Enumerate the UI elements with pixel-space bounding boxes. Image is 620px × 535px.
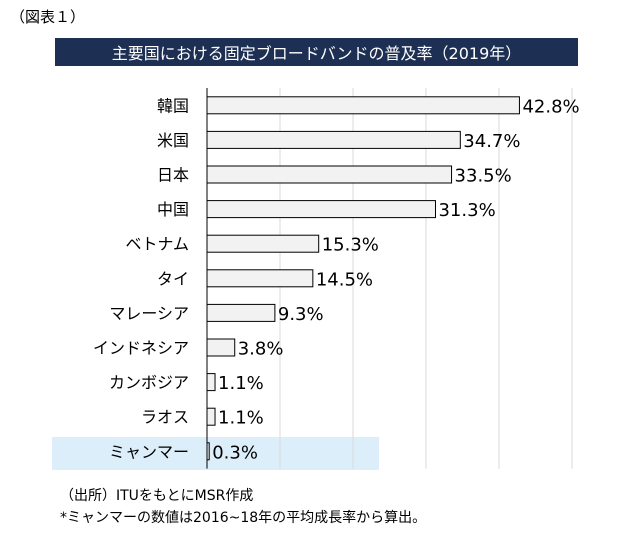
value-label: 1.1%	[218, 408, 264, 429]
chart-title: 主要国における固定ブロードバンドの普及率（2019年）	[111, 44, 522, 63]
category-label: 中国	[157, 200, 189, 219]
category-label: ベトナム	[125, 235, 189, 254]
bar	[206, 303, 276, 322]
bar	[206, 200, 436, 219]
bar	[206, 96, 520, 115]
bar	[206, 407, 216, 426]
category-label: 日本	[157, 166, 189, 185]
value-label: 1.1%	[218, 373, 264, 394]
bar	[206, 442, 210, 461]
value-label: 3.8%	[238, 339, 284, 360]
value-label: 0.3%	[212, 442, 258, 463]
source-note: （出所）ITUをもとにMSR作成	[60, 488, 254, 504]
value-label: 31.3%	[438, 200, 495, 221]
category-label: インドネシア	[93, 339, 189, 358]
category-label: 韓国	[157, 96, 189, 115]
bar	[206, 165, 453, 184]
figure-label: （図表１）	[10, 8, 86, 26]
bar	[206, 269, 314, 288]
chart-title-bar: 主要国における固定ブロードバンドの普及率（2019年）	[55, 38, 578, 66]
category-label: ラオス	[141, 408, 189, 427]
bar	[206, 338, 236, 357]
value-label: 42.8%	[522, 96, 579, 117]
value-label: 15.3%	[322, 235, 379, 256]
footnote: *ミャンマーの数値は2016~18年の平均成長率から算出。	[60, 510, 427, 526]
category-label: 米国	[157, 131, 189, 150]
category-label: タイ	[157, 269, 189, 288]
highlight-row-myanmar	[52, 437, 379, 470]
value-label: 9.3%	[278, 304, 324, 325]
category-label: マレーシア	[109, 304, 189, 323]
value-label: 14.5%	[316, 269, 373, 290]
value-label: 34.7%	[463, 131, 520, 152]
bar	[206, 373, 216, 392]
value-label: 33.5%	[455, 166, 512, 187]
bar	[206, 234, 320, 253]
category-label: カンボジア	[109, 373, 189, 392]
bar	[206, 130, 461, 149]
category-label: ミャンマー	[109, 442, 189, 461]
